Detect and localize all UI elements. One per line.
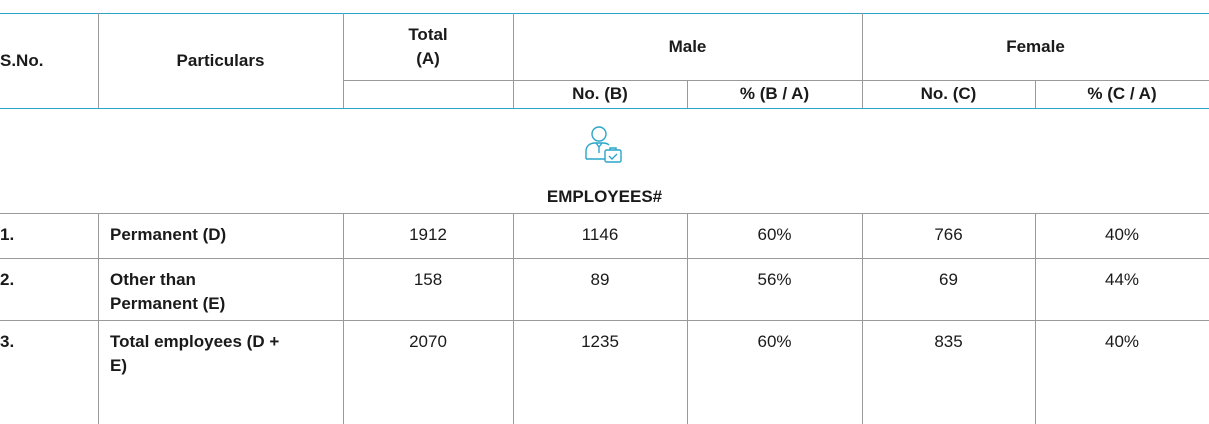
header-rule bbox=[343, 80, 1209, 81]
table-cell: 1. bbox=[0, 225, 15, 244]
employee-icon bbox=[585, 126, 622, 163]
table-cell: 2070 bbox=[409, 332, 447, 351]
column-rule bbox=[98, 13, 99, 108]
row-rule bbox=[0, 213, 1209, 214]
column-rule bbox=[343, 13, 344, 108]
table-cell: 1912 bbox=[409, 225, 447, 244]
table-cell: 44% bbox=[1104, 270, 1140, 289]
header-cell: % (C / A) bbox=[1087, 84, 1157, 103]
table-cell: 3. bbox=[0, 332, 15, 351]
table-cell: 1235 bbox=[581, 332, 619, 351]
table-cell: 69 bbox=[939, 270, 958, 289]
column-rule bbox=[687, 213, 688, 424]
table-cell: Permanent (D) bbox=[110, 225, 227, 244]
table-cell: 766 bbox=[934, 225, 963, 244]
table-cell: 60% bbox=[757, 225, 792, 244]
header-cell: Male bbox=[668, 36, 707, 56]
table-cell: 60% bbox=[757, 332, 792, 351]
header-cell: Female bbox=[1006, 36, 1065, 56]
column-rule bbox=[1035, 80, 1036, 108]
column-rule bbox=[513, 213, 514, 424]
column-rule bbox=[1035, 213, 1036, 424]
table-cell: Total employees (D + E) bbox=[110, 332, 280, 375]
column-rule bbox=[862, 213, 863, 424]
section-title: EMPLOYEES# bbox=[546, 187, 663, 206]
header-bottom-rule bbox=[0, 108, 1209, 109]
table-cell: 1146 bbox=[581, 225, 619, 244]
column-rule bbox=[687, 80, 688, 108]
column-rule bbox=[98, 213, 99, 424]
column-rule bbox=[513, 13, 514, 108]
column-rule bbox=[862, 13, 863, 108]
row-rule bbox=[0, 258, 1209, 259]
row-rule bbox=[0, 320, 1209, 321]
header-cell: Particulars bbox=[176, 50, 265, 70]
header-cell: No. (B) bbox=[572, 84, 628, 103]
header-cell: Total (A) bbox=[408, 24, 448, 68]
header-cell: No. (C) bbox=[920, 84, 977, 103]
top-rule bbox=[0, 13, 1209, 14]
table-cell: 158 bbox=[413, 270, 443, 289]
table-cell: 2. bbox=[0, 270, 15, 289]
table-cell: Other than Permanent (E) bbox=[110, 270, 226, 313]
table-cell: 56% bbox=[757, 270, 792, 289]
table-cell: 835 bbox=[934, 332, 963, 351]
table-cell: 40% bbox=[1104, 225, 1140, 244]
column-rule bbox=[343, 213, 344, 424]
table-cell: 89 bbox=[590, 270, 610, 289]
table-cell: 40% bbox=[1104, 332, 1140, 351]
header-cell: % (B / A) bbox=[739, 84, 810, 103]
header-cell: S.No. bbox=[0, 50, 44, 70]
